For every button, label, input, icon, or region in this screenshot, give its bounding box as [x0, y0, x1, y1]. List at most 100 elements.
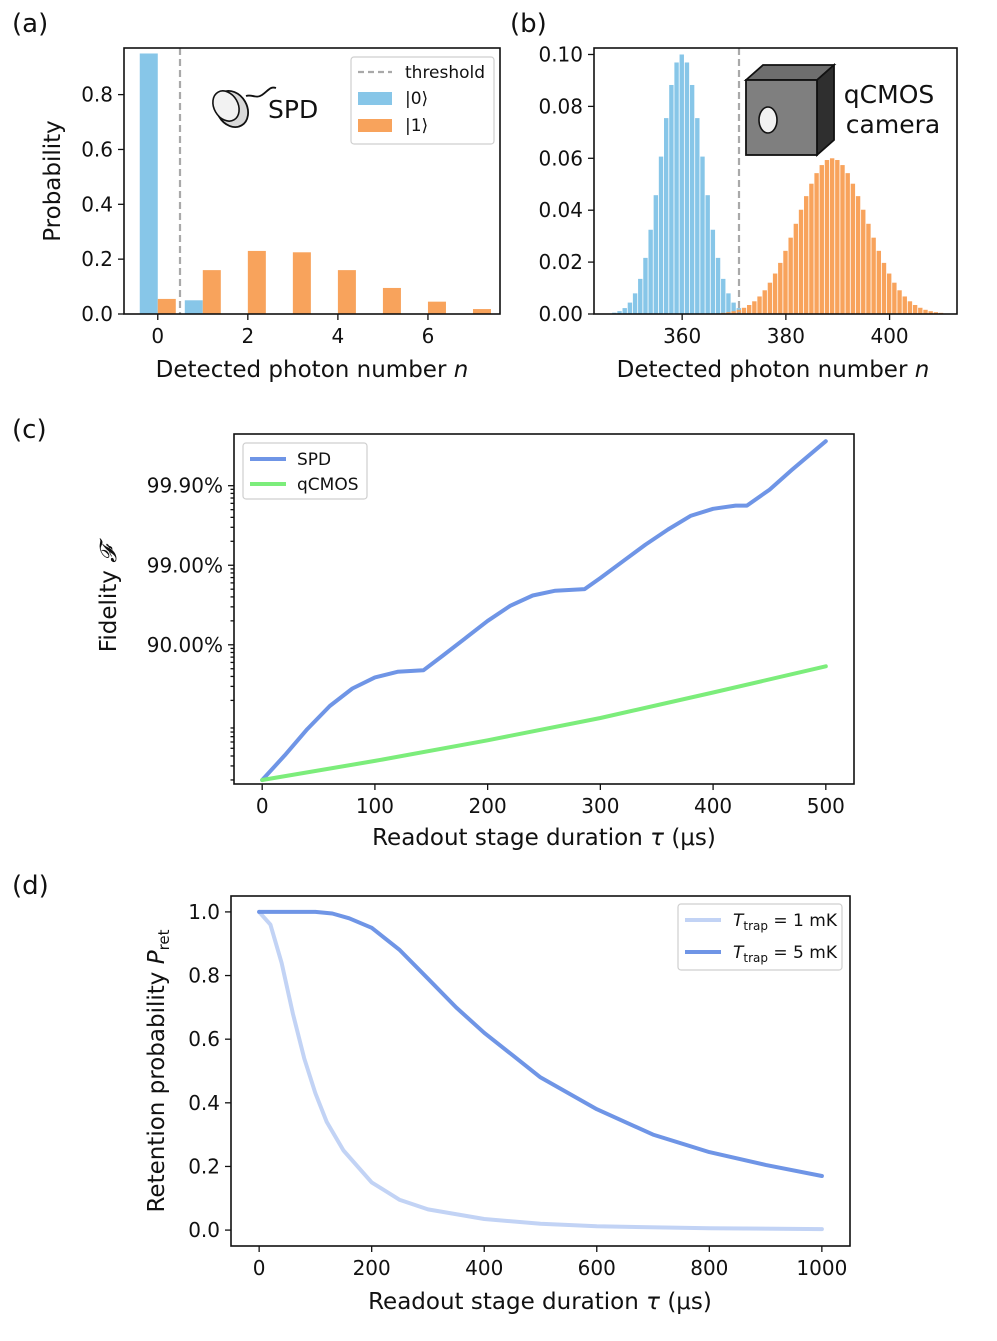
panel-b-bar-state1: [762, 290, 767, 314]
panel-c-xlabel-unit: (μs): [671, 825, 716, 851]
panel-d-xtick-label: 600: [578, 1256, 616, 1280]
panel-b-bar-state1: [871, 237, 876, 314]
panel-a-bar-state1: [157, 298, 176, 314]
qcmos-camera-icon: [743, 63, 837, 157]
panel-d-xtick-label: 200: [353, 1256, 391, 1280]
panel-label-d: (d): [12, 871, 49, 901]
legend-1mk-rest: = 1 mK: [768, 911, 838, 931]
panel-d-ytick-label: 1.0: [188, 900, 220, 924]
panel-a-ytick-label: 0.0: [81, 302, 113, 326]
panel-a-bar-state1: [382, 287, 401, 314]
panel-d-xlabel-var: τ: [646, 1289, 660, 1315]
panel-a-yticks: 0.0 0.2 0.4 0.6 0.8: [81, 83, 124, 326]
panel-b-bar-state0: [669, 84, 674, 314]
panel-c-xlabel-var: τ: [650, 825, 664, 851]
panel-b-bar-state0: [664, 118, 669, 314]
panel-b-bar-state1: [772, 273, 778, 314]
panel-b-bar-state0: [726, 293, 731, 314]
panel-b-xtick-label: 400: [870, 324, 908, 348]
panel-c-yticks: 90.00% 99.00% 99.90%: [147, 474, 234, 781]
panel-b-bar-state1: [829, 158, 835, 314]
panel-d-xtick-label: 800: [690, 1256, 728, 1280]
panel-a-bar-state1: [247, 250, 266, 314]
panel-d-xtick-label: 1000: [796, 1256, 847, 1280]
panel-a-bar-state0: [139, 53, 158, 315]
panel-b-bar-state1: [778, 262, 783, 314]
panel-c-ytick-label: 99.00%: [147, 553, 223, 577]
panel-b-ytick-label: 0.02: [538, 250, 583, 274]
legend-1mk-var: T: [733, 911, 745, 931]
panel-b-bar-state1: [767, 282, 773, 314]
panel-b-bar-state1: [793, 223, 799, 314]
panel-b-bar-state0: [695, 118, 700, 314]
panel-b-bar-state1: [928, 311, 933, 314]
spd-detector-icon: [212, 86, 277, 128]
panel-c-xtick-label: 500: [807, 794, 845, 818]
panel-b-bar-state0: [674, 62, 679, 315]
panel-a-bars: [139, 53, 491, 315]
panel-a-xlabel-text: Detected photon number: [156, 357, 447, 383]
panel-a-xlabel: Detected photon number n: [156, 357, 469, 383]
panel-b-bar-state0: [643, 257, 648, 314]
panel-d-yticks: 0.0 0.2 0.4 0.6 0.8 1.0: [188, 900, 231, 1242]
panel-b-bar-state0: [658, 156, 664, 314]
panel-c-lines: [260, 439, 828, 782]
panel-b-bar-state1: [804, 196, 809, 314]
panel-c-ytick-label: 99.90%: [147, 474, 223, 498]
panel-d-ytick-label: 0.8: [188, 964, 220, 988]
panel-b-bar-state1: [840, 165, 845, 314]
panel-a-xtick-label: 6: [422, 324, 435, 348]
legend-1mk-label: Ttrap = 1 mK: [733, 911, 838, 933]
panel-label-a: (a): [12, 9, 48, 39]
legend-state1-label: |1⟩: [405, 116, 428, 136]
panel-c: (c) 0 100 200 300 400 500 90.00%99.00%99.90% …: [12, 415, 855, 851]
qcmos-annotation-line2: camera: [846, 110, 940, 139]
panel-a-xtick-label: 2: [241, 324, 254, 348]
panel-b-yticks: 0.00 0.02 0.04 0.06 0.08 0.10: [538, 42, 594, 326]
panel-b-bar-state1: [933, 312, 939, 314]
panel-b-bar-state0: [653, 195, 659, 314]
panel-d-ytick-label: 0.0: [188, 1218, 220, 1242]
panel-b-bar-state1: [741, 307, 747, 314]
panel-b-bar-state0: [632, 293, 638, 314]
panel-a-bar-state1: [292, 252, 311, 314]
panel-d: (d) 0 200 400 600 800 1000 0.0 0.2 0.4 0.6 0.8 1.0…: [12, 871, 851, 1315]
panel-b-bar-state1: [855, 196, 861, 314]
legend-threshold-label: threshold: [405, 63, 485, 83]
panel-label-c: (c): [12, 415, 47, 445]
panel-label-b: (b): [510, 9, 547, 39]
panel-b-bar-state1: [819, 165, 824, 314]
legend-5mk-rest: = 5 mK: [768, 943, 838, 963]
legend-5mk-var: T: [733, 943, 745, 963]
legend-state0-swatch: [358, 92, 392, 105]
panel-b-bar-state1: [726, 312, 731, 314]
panel-a: (a) 0 2 4 6 0.0 0.2 0.4 0.6 0.8 Detected photon…: [12, 9, 501, 383]
panel-c-xtick-label: 400: [694, 794, 732, 818]
panel-b-bar-state1: [897, 290, 902, 314]
panel-b-bar-state1: [881, 262, 887, 314]
panel-b-bar-state0: [721, 278, 726, 314]
panel-a-frame: [123, 47, 501, 315]
panel-b-bar-state1: [886, 273, 892, 314]
qcmos-annotation-line1: qCMOS: [844, 80, 934, 109]
panel-b-bar-state0: [622, 308, 627, 314]
panel-b-bar-state1: [824, 160, 830, 314]
panel-b-bar-state1: [814, 173, 819, 314]
panel-b-bar-state1: [746, 305, 752, 314]
panel-b-bar-state0: [705, 195, 710, 314]
panel-d-lines: [257, 909, 824, 1232]
legend-qcmos-label: qCMOS: [297, 475, 359, 495]
panel-c-xlabel: Readout stage duration τ (μs): [372, 825, 716, 851]
panel-b-bar-state0: [679, 54, 684, 315]
panel-b-xtick-label: 360: [663, 324, 701, 348]
panel-a-xlabel-var: n: [454, 357, 469, 383]
panel-b-bar-state1: [892, 282, 897, 314]
panel-c-xtick-label: 200: [469, 794, 507, 818]
panel-d-xticks: 0 200 400 600 800 1000: [253, 1246, 847, 1280]
panel-d-frame: [230, 895, 851, 1247]
panel-b-bar-state1: [876, 250, 882, 314]
panel-b-bar-state0: [617, 311, 622, 314]
qcmos-annotation: qCMOS camera: [844, 80, 942, 139]
panel-a-xticks: 0 2 4 6: [151, 314, 434, 348]
panel-a-xtick-label: 4: [332, 324, 345, 348]
